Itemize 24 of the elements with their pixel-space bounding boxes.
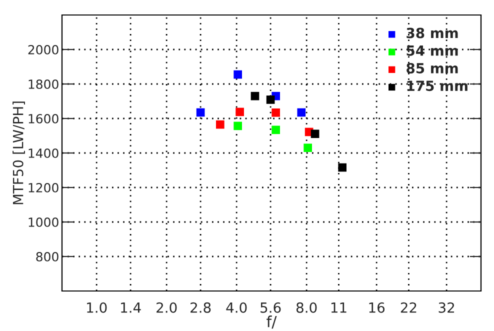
x-tick-label: 8.0 <box>296 302 317 313</box>
legend-label: 175 mm <box>407 80 468 92</box>
x-tick-label: 16 <box>369 302 385 313</box>
y-tick-label: 1800 <box>28 79 58 89</box>
y-tick-label: 1000 <box>28 217 58 227</box>
x-tick-label: 11 <box>331 302 346 313</box>
x-axis-title: f/ <box>266 316 277 329</box>
y-axis-title: MTF50 [LW/PH] <box>12 102 25 204</box>
x-tick-label: 5.6 <box>260 302 281 313</box>
x-tick-label: 4.0 <box>226 302 247 313</box>
x-tick-label: 2.0 <box>156 302 177 313</box>
x-tick-label: 2.8 <box>190 302 211 313</box>
legend-label: 54 mm <box>406 46 458 56</box>
y-tick-label: 1400 <box>28 148 58 158</box>
y-tick-label: 800 <box>36 252 58 262</box>
x-tick-label: 1.4 <box>121 302 141 313</box>
y-tick-label: 1200 <box>28 182 58 192</box>
x-tick-label: 32 <box>438 302 454 313</box>
y-tick-label: 2000 <box>28 44 58 54</box>
legend-label: 38 mm <box>406 28 458 38</box>
x-tick-label: 1.0 <box>87 302 107 313</box>
x-tick-label: 22 <box>400 302 416 313</box>
y-tick-label: 1600 <box>28 114 58 124</box>
legend-label: 85 mm <box>406 62 458 74</box>
